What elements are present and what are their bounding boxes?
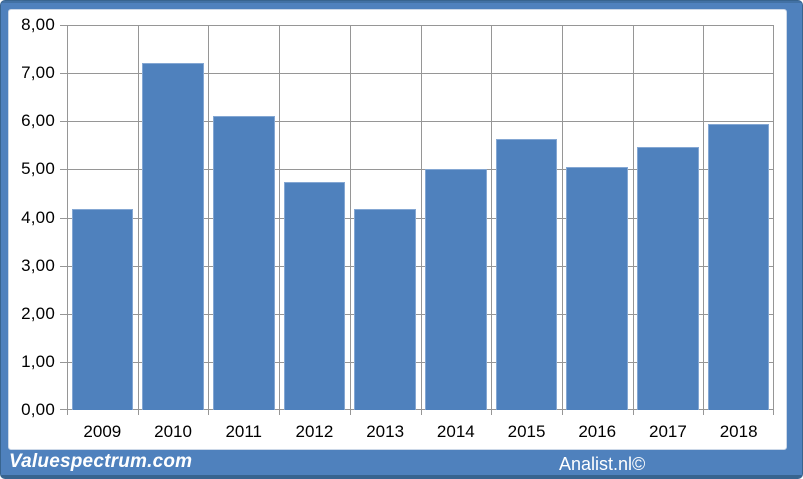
frame-top-edge bbox=[1, 1, 802, 3]
x-axis-tick bbox=[208, 410, 209, 415]
x-axis-tick bbox=[633, 410, 634, 415]
plot-area bbox=[60, 25, 774, 415]
gridline-horizontal bbox=[67, 362, 774, 363]
bar-2015 bbox=[495, 139, 558, 410]
x-axis-tick bbox=[138, 410, 139, 415]
gridline-horizontal bbox=[67, 409, 774, 410]
gridline-horizontal bbox=[67, 314, 774, 315]
bar-2017 bbox=[637, 146, 699, 410]
y-axis-tick bbox=[60, 266, 67, 267]
bar-2016 bbox=[566, 167, 629, 410]
bar-2010 bbox=[142, 63, 204, 410]
gridline-vertical bbox=[279, 25, 280, 410]
y-axis-tick bbox=[60, 73, 67, 74]
analist-watermark: Analist.nl© bbox=[559, 454, 646, 474]
x-axis-tick bbox=[703, 410, 704, 415]
bar-2012 bbox=[283, 182, 346, 410]
gridline-vertical bbox=[67, 25, 68, 410]
x-axis-tick bbox=[279, 410, 280, 415]
x-axis-tick bbox=[421, 410, 422, 415]
gridline-horizontal bbox=[67, 266, 774, 267]
gridline-vertical bbox=[562, 25, 563, 410]
y-axis-tick bbox=[60, 218, 67, 219]
gridline-vertical bbox=[421, 25, 422, 410]
bar-2013 bbox=[354, 209, 416, 410]
y-axis-tick bbox=[60, 121, 67, 122]
valuespectrum-watermark: Valuespectrum.com bbox=[9, 451, 193, 472]
bar-2014 bbox=[425, 169, 487, 410]
gridline-vertical bbox=[773, 25, 774, 410]
x-axis-tick bbox=[491, 410, 492, 415]
gridline-horizontal bbox=[67, 169, 774, 170]
gridline-vertical bbox=[633, 25, 634, 410]
y-axis-tick bbox=[60, 314, 67, 315]
y-axis-tick bbox=[60, 25, 67, 26]
bar-2009 bbox=[71, 209, 134, 410]
frame-bottom-edge bbox=[1, 475, 802, 478]
gridline-vertical bbox=[138, 25, 139, 410]
gridline-horizontal bbox=[67, 121, 774, 122]
bar-2011 bbox=[212, 116, 275, 410]
gridline-vertical bbox=[208, 25, 209, 410]
y-axis-tick bbox=[60, 169, 67, 170]
gridline-horizontal bbox=[67, 73, 774, 74]
x-axis-tick bbox=[350, 410, 351, 415]
bar-2018 bbox=[707, 123, 770, 410]
gridline-vertical bbox=[491, 25, 492, 410]
x-axis-tick bbox=[67, 410, 68, 415]
y-axis-tick bbox=[60, 362, 67, 363]
gridline-vertical bbox=[703, 25, 704, 410]
gridline-horizontal bbox=[67, 25, 774, 26]
x-axis-tick bbox=[562, 410, 563, 415]
gridline-vertical bbox=[350, 25, 351, 410]
y-axis-tick bbox=[60, 409, 67, 410]
gridline-horizontal bbox=[67, 218, 774, 219]
x-axis-tick bbox=[773, 410, 774, 415]
